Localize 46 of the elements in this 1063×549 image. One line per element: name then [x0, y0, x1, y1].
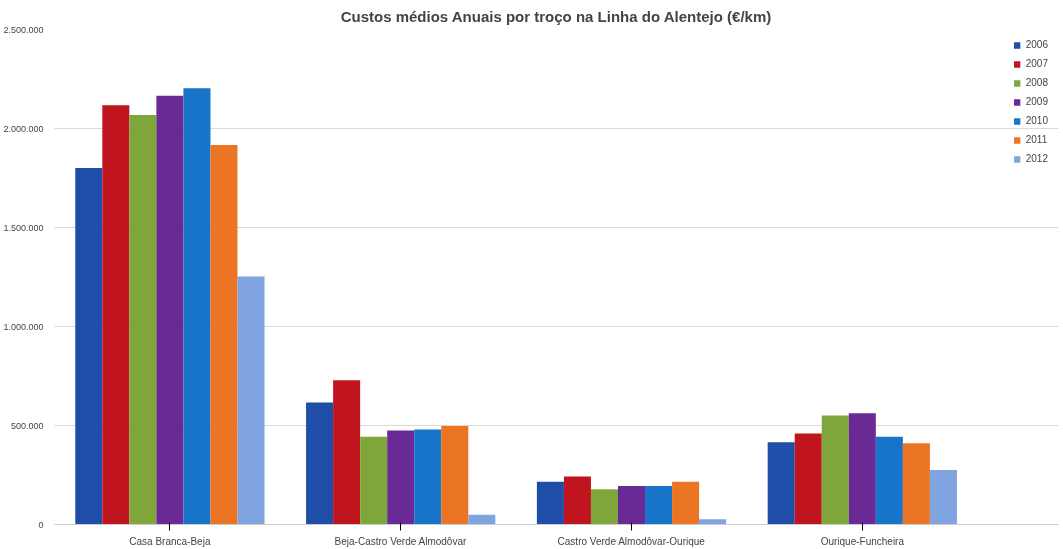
bar	[414, 429, 442, 525]
bar	[102, 105, 130, 525]
x-tick-label: Castro Verde Almodôvar-Ourique	[557, 535, 706, 547]
bar	[441, 426, 469, 525]
legend-label: 2012	[1025, 153, 1048, 164]
bar	[645, 486, 673, 525]
y-tick-label: 1.000.000	[3, 321, 44, 332]
bar	[902, 443, 930, 525]
y-tick-label: 1.500.000	[3, 222, 44, 233]
bar	[468, 514, 496, 525]
bar	[333, 380, 361, 525]
y-tick-label: 2.000.000	[3, 123, 44, 134]
bar	[821, 415, 849, 525]
bar	[699, 519, 727, 525]
bar	[590, 489, 618, 525]
legend-label: 2006	[1025, 39, 1048, 50]
bar	[929, 470, 957, 525]
x-tick-label: Beja-Castro Verde Almodôvar	[334, 535, 467, 547]
x-tick-label: Ourique-Funcheira	[820, 535, 905, 547]
bar	[210, 144, 238, 525]
bar	[848, 413, 876, 525]
legend-label: 2011	[1025, 134, 1048, 145]
legend-label: 2007	[1025, 58, 1048, 69]
bar	[306, 402, 334, 525]
bar	[387, 430, 415, 525]
legend-label: 2009	[1025, 96, 1048, 107]
x-tick-label: Casa Branca-Beja	[129, 535, 211, 547]
bar	[767, 442, 795, 525]
bar	[875, 436, 903, 525]
legend-label: 2008	[1025, 77, 1048, 88]
bar	[75, 168, 103, 525]
bar	[794, 433, 822, 525]
y-tick-label: 0	[38, 519, 44, 530]
y-tick-label: 2.500.000	[3, 24, 44, 35]
bar	[156, 95, 184, 525]
bar	[237, 276, 265, 525]
y-tick-label: 500.000	[10, 420, 44, 431]
bar	[672, 481, 700, 525]
bar	[129, 115, 157, 525]
bar	[563, 476, 591, 525]
bar	[183, 88, 211, 525]
legend-label: 2010	[1025, 115, 1048, 126]
bar	[360, 436, 388, 525]
bar	[617, 486, 646, 525]
chart-title: Custos médios Anuais por troço na Linha do Alentejo (€/km)	[340, 7, 772, 25]
bar	[536, 481, 564, 525]
